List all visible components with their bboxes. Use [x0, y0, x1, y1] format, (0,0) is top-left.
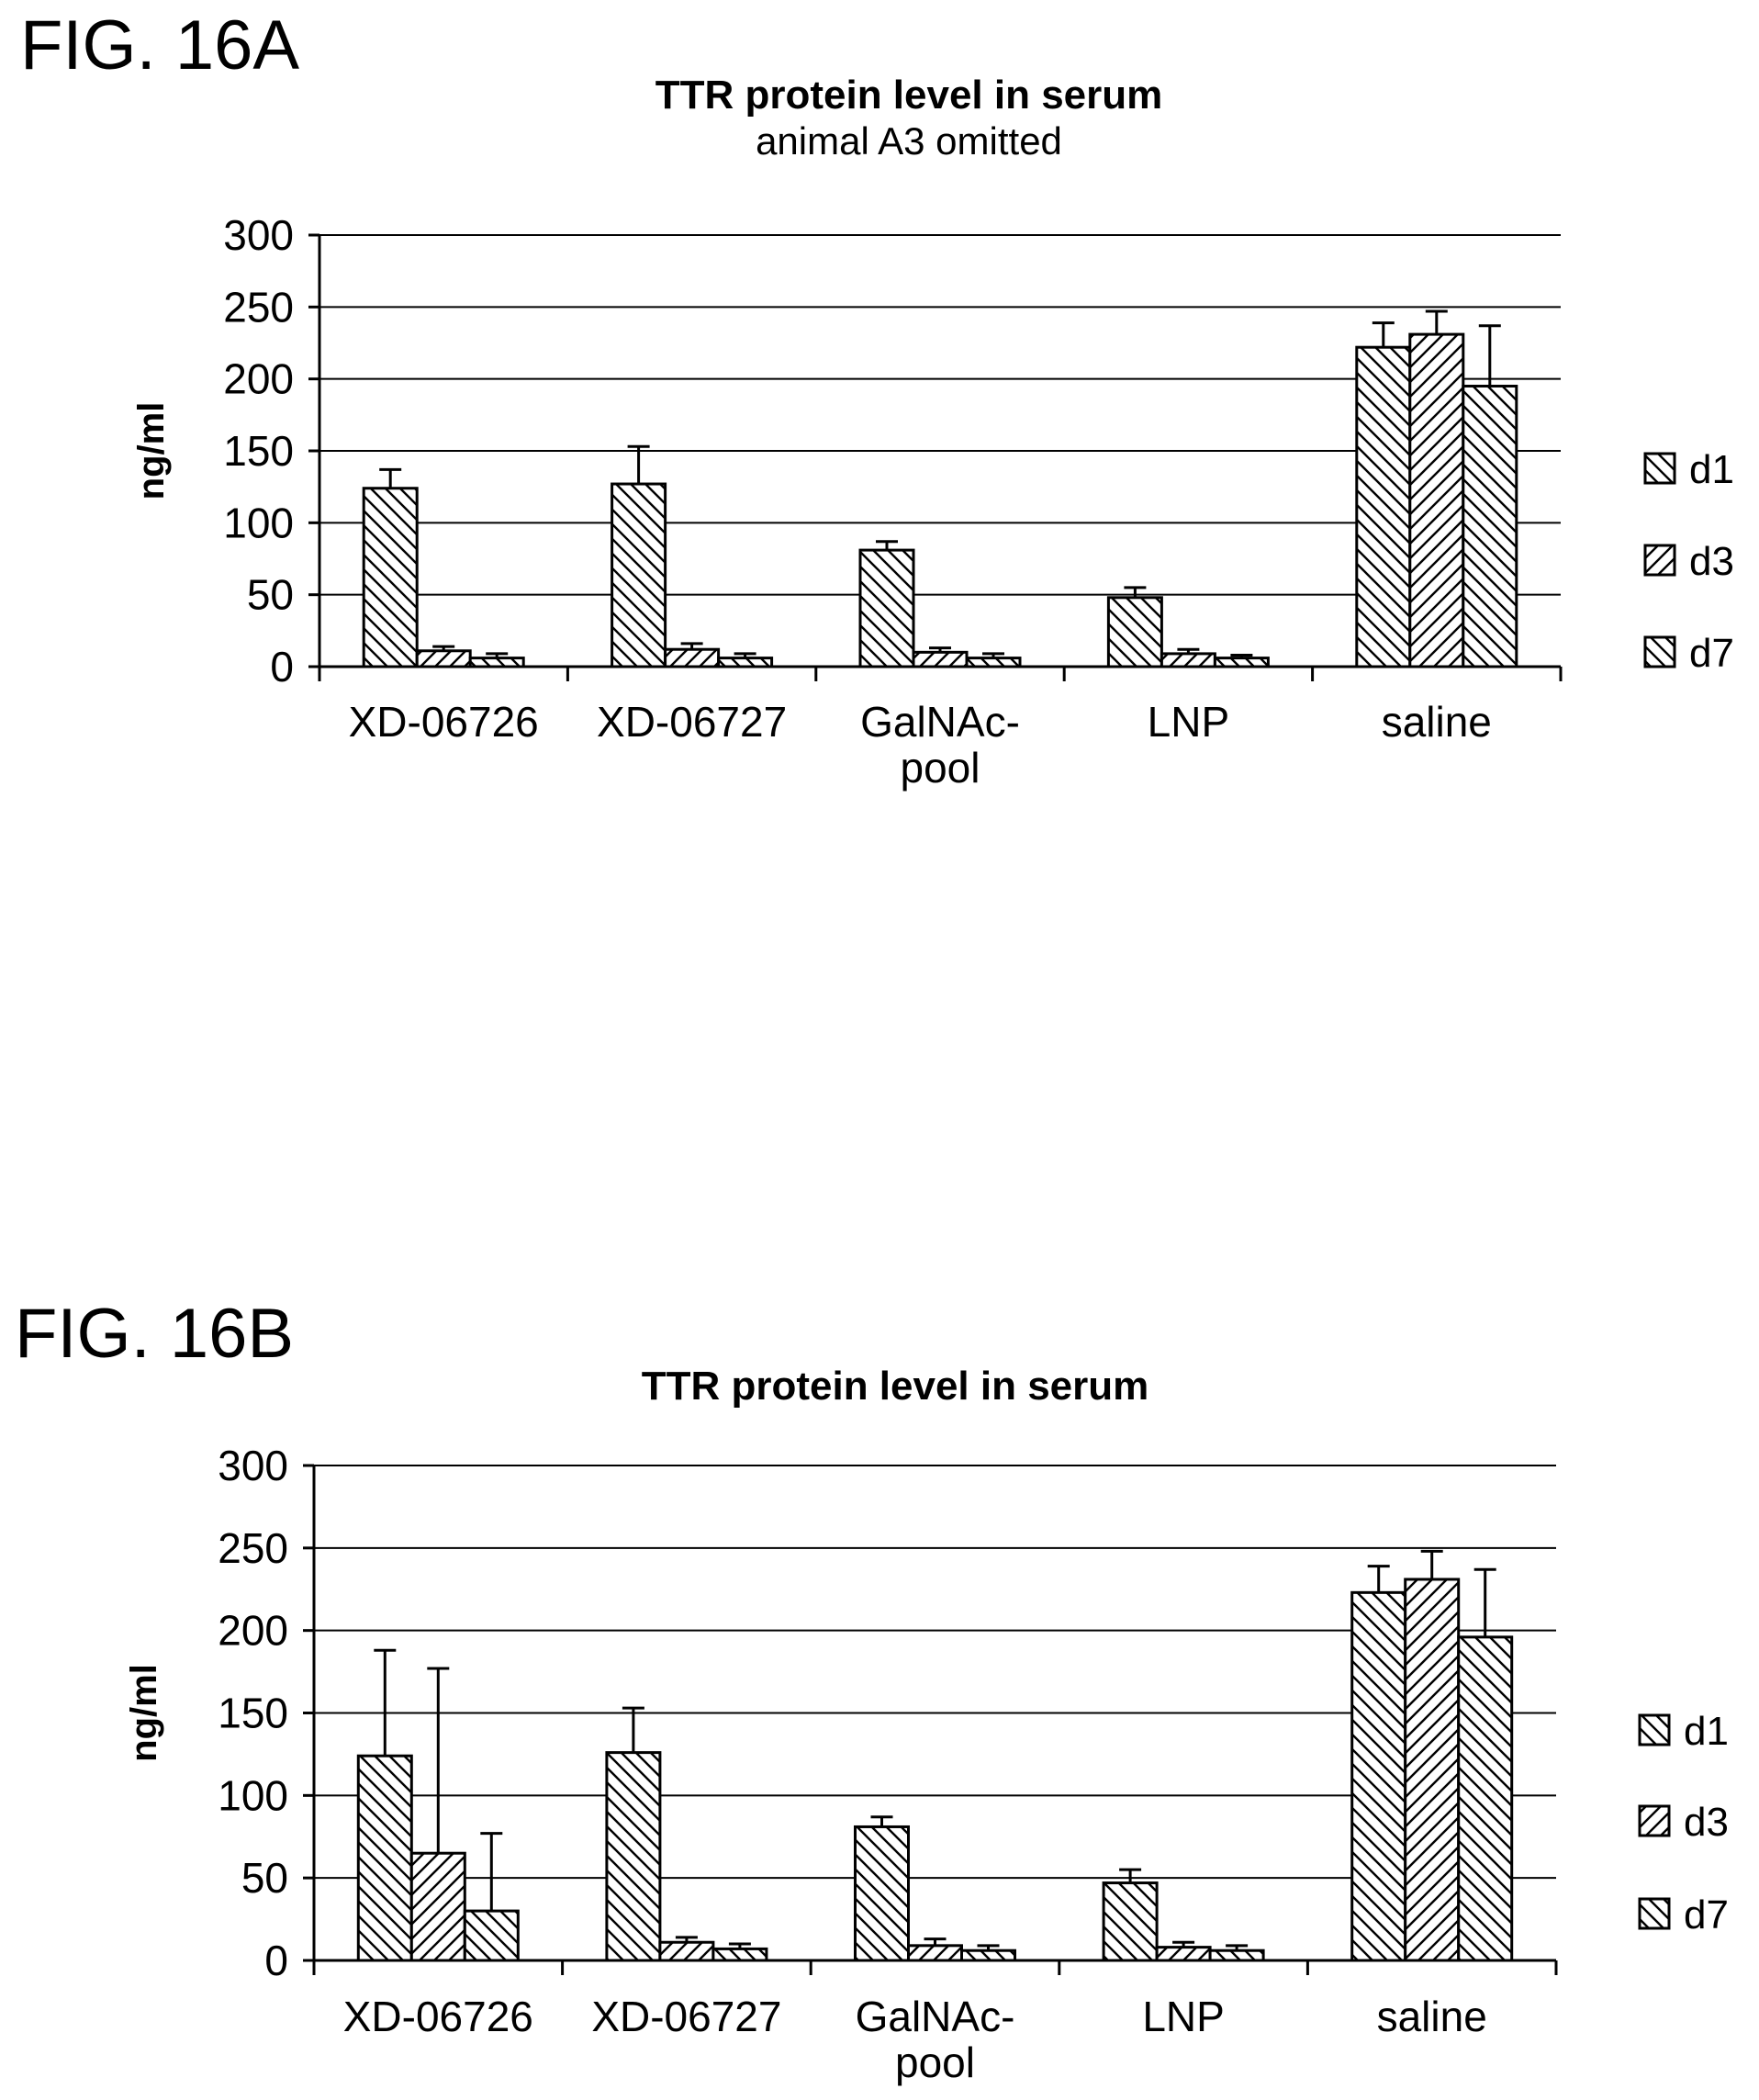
fig16b-x-tick-label-galnac-pool: GalNAc-pool	[856, 1993, 1015, 2086]
fig16b-bar-galnac-pool-d1	[854, 1825, 910, 1962]
fig16a-legend-swatch-d7	[1643, 635, 1676, 668]
fig16a-x-tick-label-xd-06726: XD-06726	[349, 698, 539, 746]
fig16b-legend-label-d3: d3	[1684, 1800, 1729, 1845]
fig16a-bar-saline-d3	[1408, 332, 1465, 668]
fig16b-y-tick-label-250: 250	[218, 1524, 288, 1572]
fig16a-y-tick-label-150: 150	[223, 427, 294, 475]
fig16b-legend-label-d1: d1	[1684, 1709, 1729, 1754]
fig16a-y-axis-label: ng/ml	[131, 402, 172, 500]
fig16a-legend-swatch-d1	[1643, 452, 1676, 485]
fig16a-y-tick-label-300: 300	[223, 211, 294, 259]
fig16b-bar-galnac-pool-d7	[960, 1948, 1016, 1962]
fig16a-y-tick-label-100: 100	[223, 499, 294, 546]
fig16b-bar-xd-06726-d7	[463, 1909, 520, 1962]
fig16a-legend-label-d3: d3	[1689, 539, 1734, 584]
fig16b-x-tick-label-xd-06726: XD-06726	[343, 1993, 533, 2040]
fig16a-bar-xd-06727-d7	[717, 657, 774, 668]
fig16a-chart-title: TTR protein level in serum	[655, 73, 1163, 118]
fig16b-bar-xd-06726-d1	[356, 1754, 413, 1962]
fig16b-bar-saline-d1	[1350, 1590, 1407, 1962]
fig16a-bar-xd-06727-d3	[664, 647, 721, 668]
fig16a-y-tick-label-0: 0	[270, 643, 294, 691]
fig16a-bar-xd-06726-d3	[415, 649, 472, 668]
fig16b-x-tick-label-lnp: LNP	[1142, 1993, 1224, 2040]
fig16b-figure-label: FIG. 16B	[15, 1295, 294, 1373]
fig16b-bar-xd-06727-d3	[658, 1940, 715, 1962]
fig16b-x-tick-label-xd-06727: XD-06727	[591, 1993, 781, 2040]
fig16a-x-tick-label-xd-06727: XD-06727	[597, 698, 787, 746]
fig16a-bar-lnp-d1	[1106, 596, 1163, 668]
fig16b-y-tick-label-100: 100	[218, 1771, 288, 1819]
fig16a-x-tick-label-lnp: LNP	[1148, 698, 1229, 746]
fig16a-x-tick-label-galnac-pool: GalNAc-pool	[860, 698, 1020, 792]
fig16b-legend-swatch-d7	[1638, 1897, 1671, 1930]
fig16a-legend-label-d7: d7	[1689, 631, 1734, 676]
chart-fig-16a: FIG. 16A TTR protein level in serumanimal…	[20, 6, 1734, 792]
fig16b-x-tick-label-saline: saline	[1377, 1993, 1487, 2040]
fig16b-y-tick-label-0: 0	[264, 1937, 288, 1984]
fig16b-legend-swatch-d3	[1638, 1804, 1671, 1837]
fig16a-bar-lnp-d7	[1213, 657, 1270, 668]
fig16b-bar-xd-06727-d1	[605, 1751, 662, 1962]
fig16b-chart-title: TTR protein level in serum	[642, 1364, 1149, 1409]
fig16a-bar-xd-06727-d1	[611, 482, 667, 668]
fig16b-y-tick-label-150: 150	[218, 1690, 288, 1737]
fig16b-y-tick-label-300: 300	[218, 1442, 288, 1489]
fig16a-bar-xd-06726-d1	[362, 487, 419, 668]
fig16a-y-tick-label-200: 200	[223, 355, 294, 403]
fig16b-bar-lnp-d1	[1102, 1881, 1159, 1962]
chart-fig-16b: FIG. 16B TTR protein level in serum 0 50 100…	[15, 1295, 1729, 2086]
fig16a-bar-galnac-pool-d1	[858, 548, 915, 668]
fig16a-bar-xd-06726-d7	[468, 657, 525, 668]
fig16a-chart-subtitle: animal A3 omitted	[756, 119, 1062, 163]
fig16a-bar-lnp-d3	[1160, 652, 1216, 668]
fig16a-legend-swatch-d3	[1643, 544, 1676, 577]
fig16a-bar-galnac-pool-d7	[965, 657, 1022, 668]
fig16a-legend-label-d1: d1	[1689, 447, 1734, 492]
fig16b-legend-label-d7: d7	[1684, 1892, 1729, 1937]
fig16b-bar-xd-06727-d7	[711, 1947, 768, 1962]
fig16a-bar-galnac-pool-d3	[912, 650, 969, 668]
fig16b-y-axis-label: ng/ml	[124, 1664, 164, 1762]
fig16b-legend-swatch-d1	[1638, 1713, 1671, 1746]
fig16a-x-tick-label-saline: saline	[1382, 698, 1492, 746]
fig16b-y-tick-label-50: 50	[241, 1854, 288, 1902]
fig16b-bar-lnp-d3	[1155, 1946, 1212, 1962]
fig16a-bar-saline-d1	[1355, 345, 1412, 668]
fig16b-bar-saline-d7	[1457, 1635, 1514, 1962]
fig16b-bar-xd-06726-d3	[409, 1851, 466, 1962]
fig16b-bar-lnp-d7	[1208, 1948, 1265, 1962]
fig16b-y-tick-label-200: 200	[218, 1607, 288, 1655]
fig16a-bar-saline-d7	[1462, 385, 1518, 668]
fig16a-figure-label: FIG. 16A	[20, 6, 299, 84]
fig16a-y-tick-label-250: 250	[223, 283, 294, 331]
fig16a-y-tick-label-50: 50	[247, 571, 294, 619]
fig16b-bar-galnac-pool-d3	[907, 1944, 963, 1962]
fig16b-bar-saline-d3	[1404, 1578, 1461, 1962]
